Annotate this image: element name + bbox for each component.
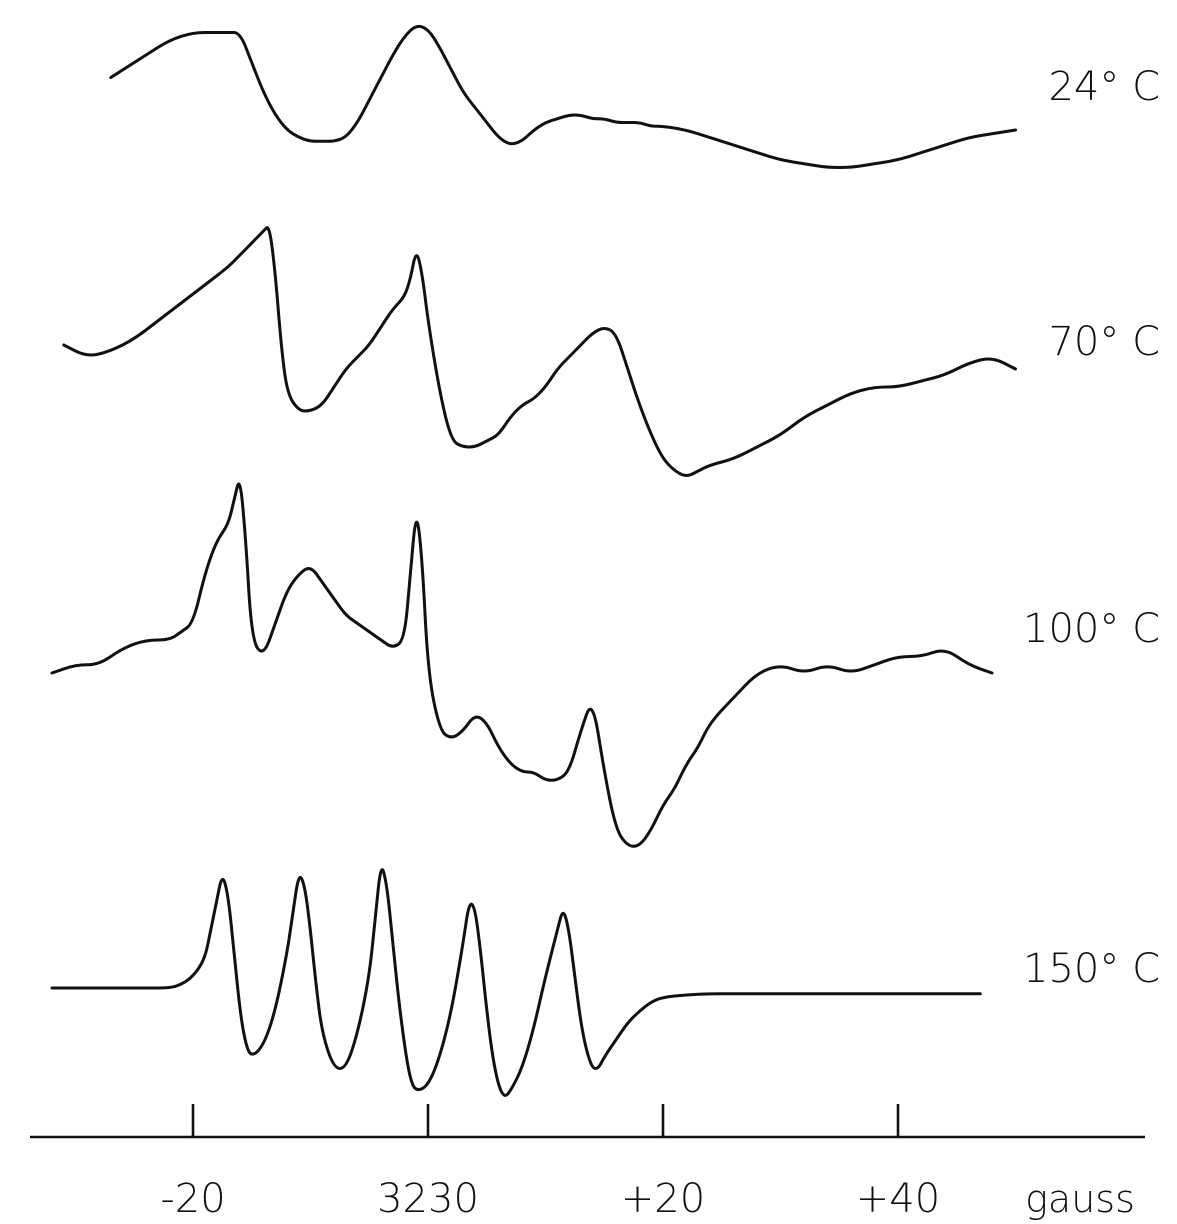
spectrum-traces xyxy=(50,24,1017,1097)
spectrum-trace-24c xyxy=(109,24,1017,169)
x-axis: -20 3230 +20 +40 gauss xyxy=(30,1104,1145,1222)
x-tick-label-2: +20 xyxy=(621,1176,705,1222)
spectrum-trace-100c xyxy=(50,482,994,848)
x-tick-label-3: +40 xyxy=(856,1176,940,1222)
x-axis-unit-label: gauss xyxy=(1025,1177,1135,1221)
spectrum-trace-70c xyxy=(62,226,1017,477)
x-axis-ticks: -20 3230 +20 +40 xyxy=(160,1104,940,1222)
series-label-100c: 100° C xyxy=(1023,606,1160,652)
series-label-150c: 150° C xyxy=(1023,946,1160,992)
spectrum-trace-150c xyxy=(50,868,982,1097)
series-label-70c: 70° C xyxy=(1048,319,1160,365)
series-labels: 24° C 70° C 100° C 150° C xyxy=(1023,64,1160,992)
x-tick-label-1: 3230 xyxy=(377,1176,479,1222)
series-label-24c: 24° C xyxy=(1048,64,1160,110)
x-tick-label-0: -20 xyxy=(160,1176,225,1222)
